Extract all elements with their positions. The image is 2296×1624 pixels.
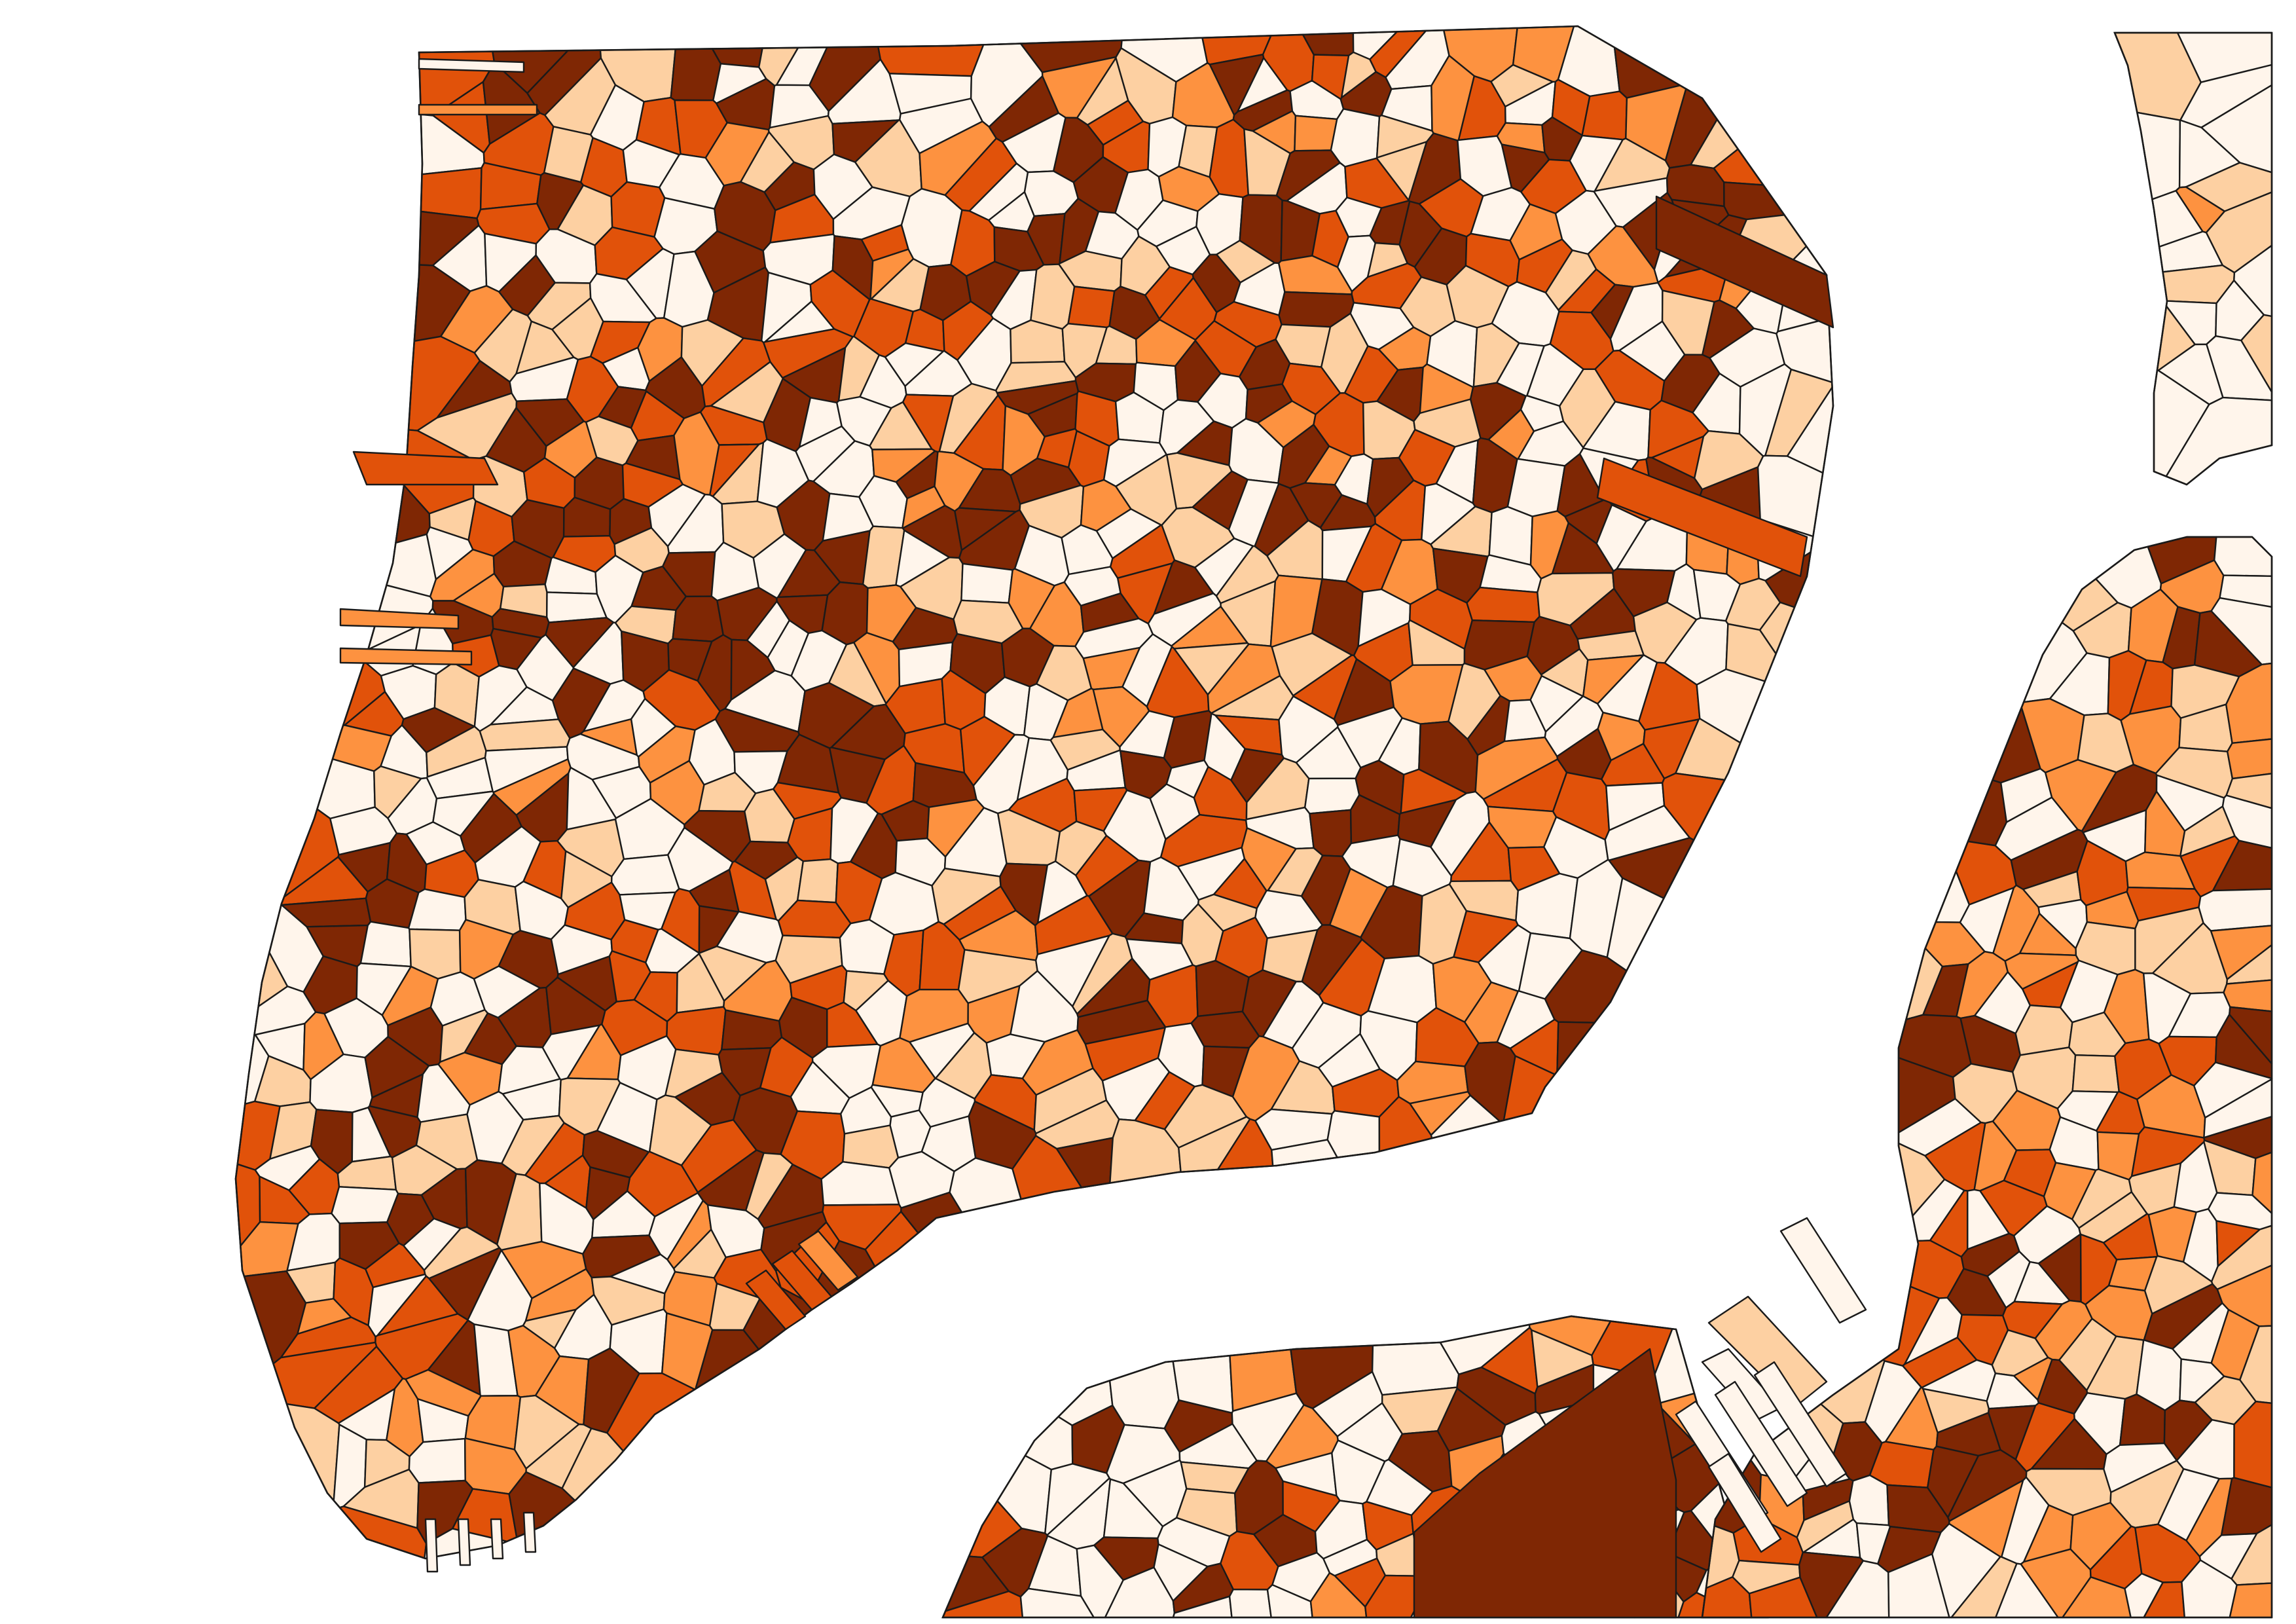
map-cell	[420, 167, 483, 219]
map-cell	[1466, 586, 1540, 623]
map-cell	[960, 563, 1013, 604]
map-cell	[672, 595, 724, 642]
map-cell	[2198, 888, 2273, 932]
region-outline-lower-manhattan	[234, 25, 1834, 1560]
pier-west-3	[339, 647, 473, 666]
pier-brooklyn-3	[1753, 1361, 1848, 1488]
pier-battery-4	[522, 1511, 537, 1553]
pier-se-1	[745, 1269, 807, 1331]
map-cell	[2227, 738, 2273, 780]
pier-battery-1	[424, 1518, 439, 1573]
map-cell	[1010, 319, 1066, 364]
map-cell	[1581, 90, 1628, 141]
pier-battery-3	[490, 1518, 504, 1560]
map-cell	[611, 854, 680, 896]
east-river-dark-strip	[1655, 195, 1834, 329]
pier-north-1	[418, 58, 525, 73]
pier-se-2	[771, 1249, 833, 1311]
pier-west-2	[339, 608, 460, 630]
pier-brooklyn-2	[1714, 1380, 1808, 1507]
pier-east-2	[1779, 1217, 1867, 1324]
map-cell	[1326, 1110, 1381, 1158]
region-outline-dumbo-vinegar-hill	[1701, 536, 2273, 1619]
map-cell	[2071, 1054, 2120, 1093]
map-cell	[408, 888, 467, 931]
map-cell	[1294, 115, 1338, 152]
map-cell	[2229, 1582, 2273, 1619]
map-cell	[1067, 286, 1116, 329]
land-regions	[234, 25, 2273, 1619]
landmark-blocks	[1413, 195, 1834, 1619]
pier-west-1	[352, 451, 499, 486]
pier-se-3	[797, 1230, 859, 1291]
brooklyn-dark-block	[1413, 1348, 1677, 1619]
map-cell	[1228, 1589, 1272, 1619]
map-cell	[877, 44, 985, 77]
map-cell	[1848, 1474, 1890, 1526]
region-lower-manhattan	[234, 25, 1834, 1560]
map-cell	[359, 921, 412, 968]
piers	[339, 58, 1867, 1573]
map-cell	[1330, 108, 1381, 168]
map-cell	[797, 858, 839, 904]
pier-battery-2	[457, 1518, 471, 1566]
pier-brooklyn-4	[1707, 1452, 1782, 1553]
region-outline-long-island-city-strip	[2113, 31, 2273, 486]
map-cell	[670, 48, 722, 101]
region-long-island-city-strip	[2113, 31, 2273, 486]
pier-north-2	[418, 103, 538, 116]
map-cell	[1506, 458, 1566, 517]
map-cell	[479, 718, 571, 752]
map-cell	[666, 1006, 727, 1056]
east-river-orange-strip	[1596, 457, 1808, 578]
